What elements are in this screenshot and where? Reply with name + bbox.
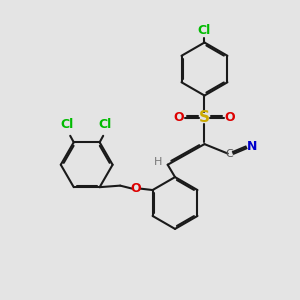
Text: H: H (154, 157, 162, 167)
Text: Cl: Cl (61, 118, 74, 131)
Text: C: C (226, 149, 233, 159)
Text: O: O (130, 182, 141, 195)
Text: S: S (199, 110, 210, 125)
Text: N: N (246, 140, 257, 153)
Text: Cl: Cl (198, 24, 211, 37)
Text: O: O (173, 111, 184, 124)
Text: O: O (225, 111, 236, 124)
Text: Cl: Cl (98, 118, 112, 131)
